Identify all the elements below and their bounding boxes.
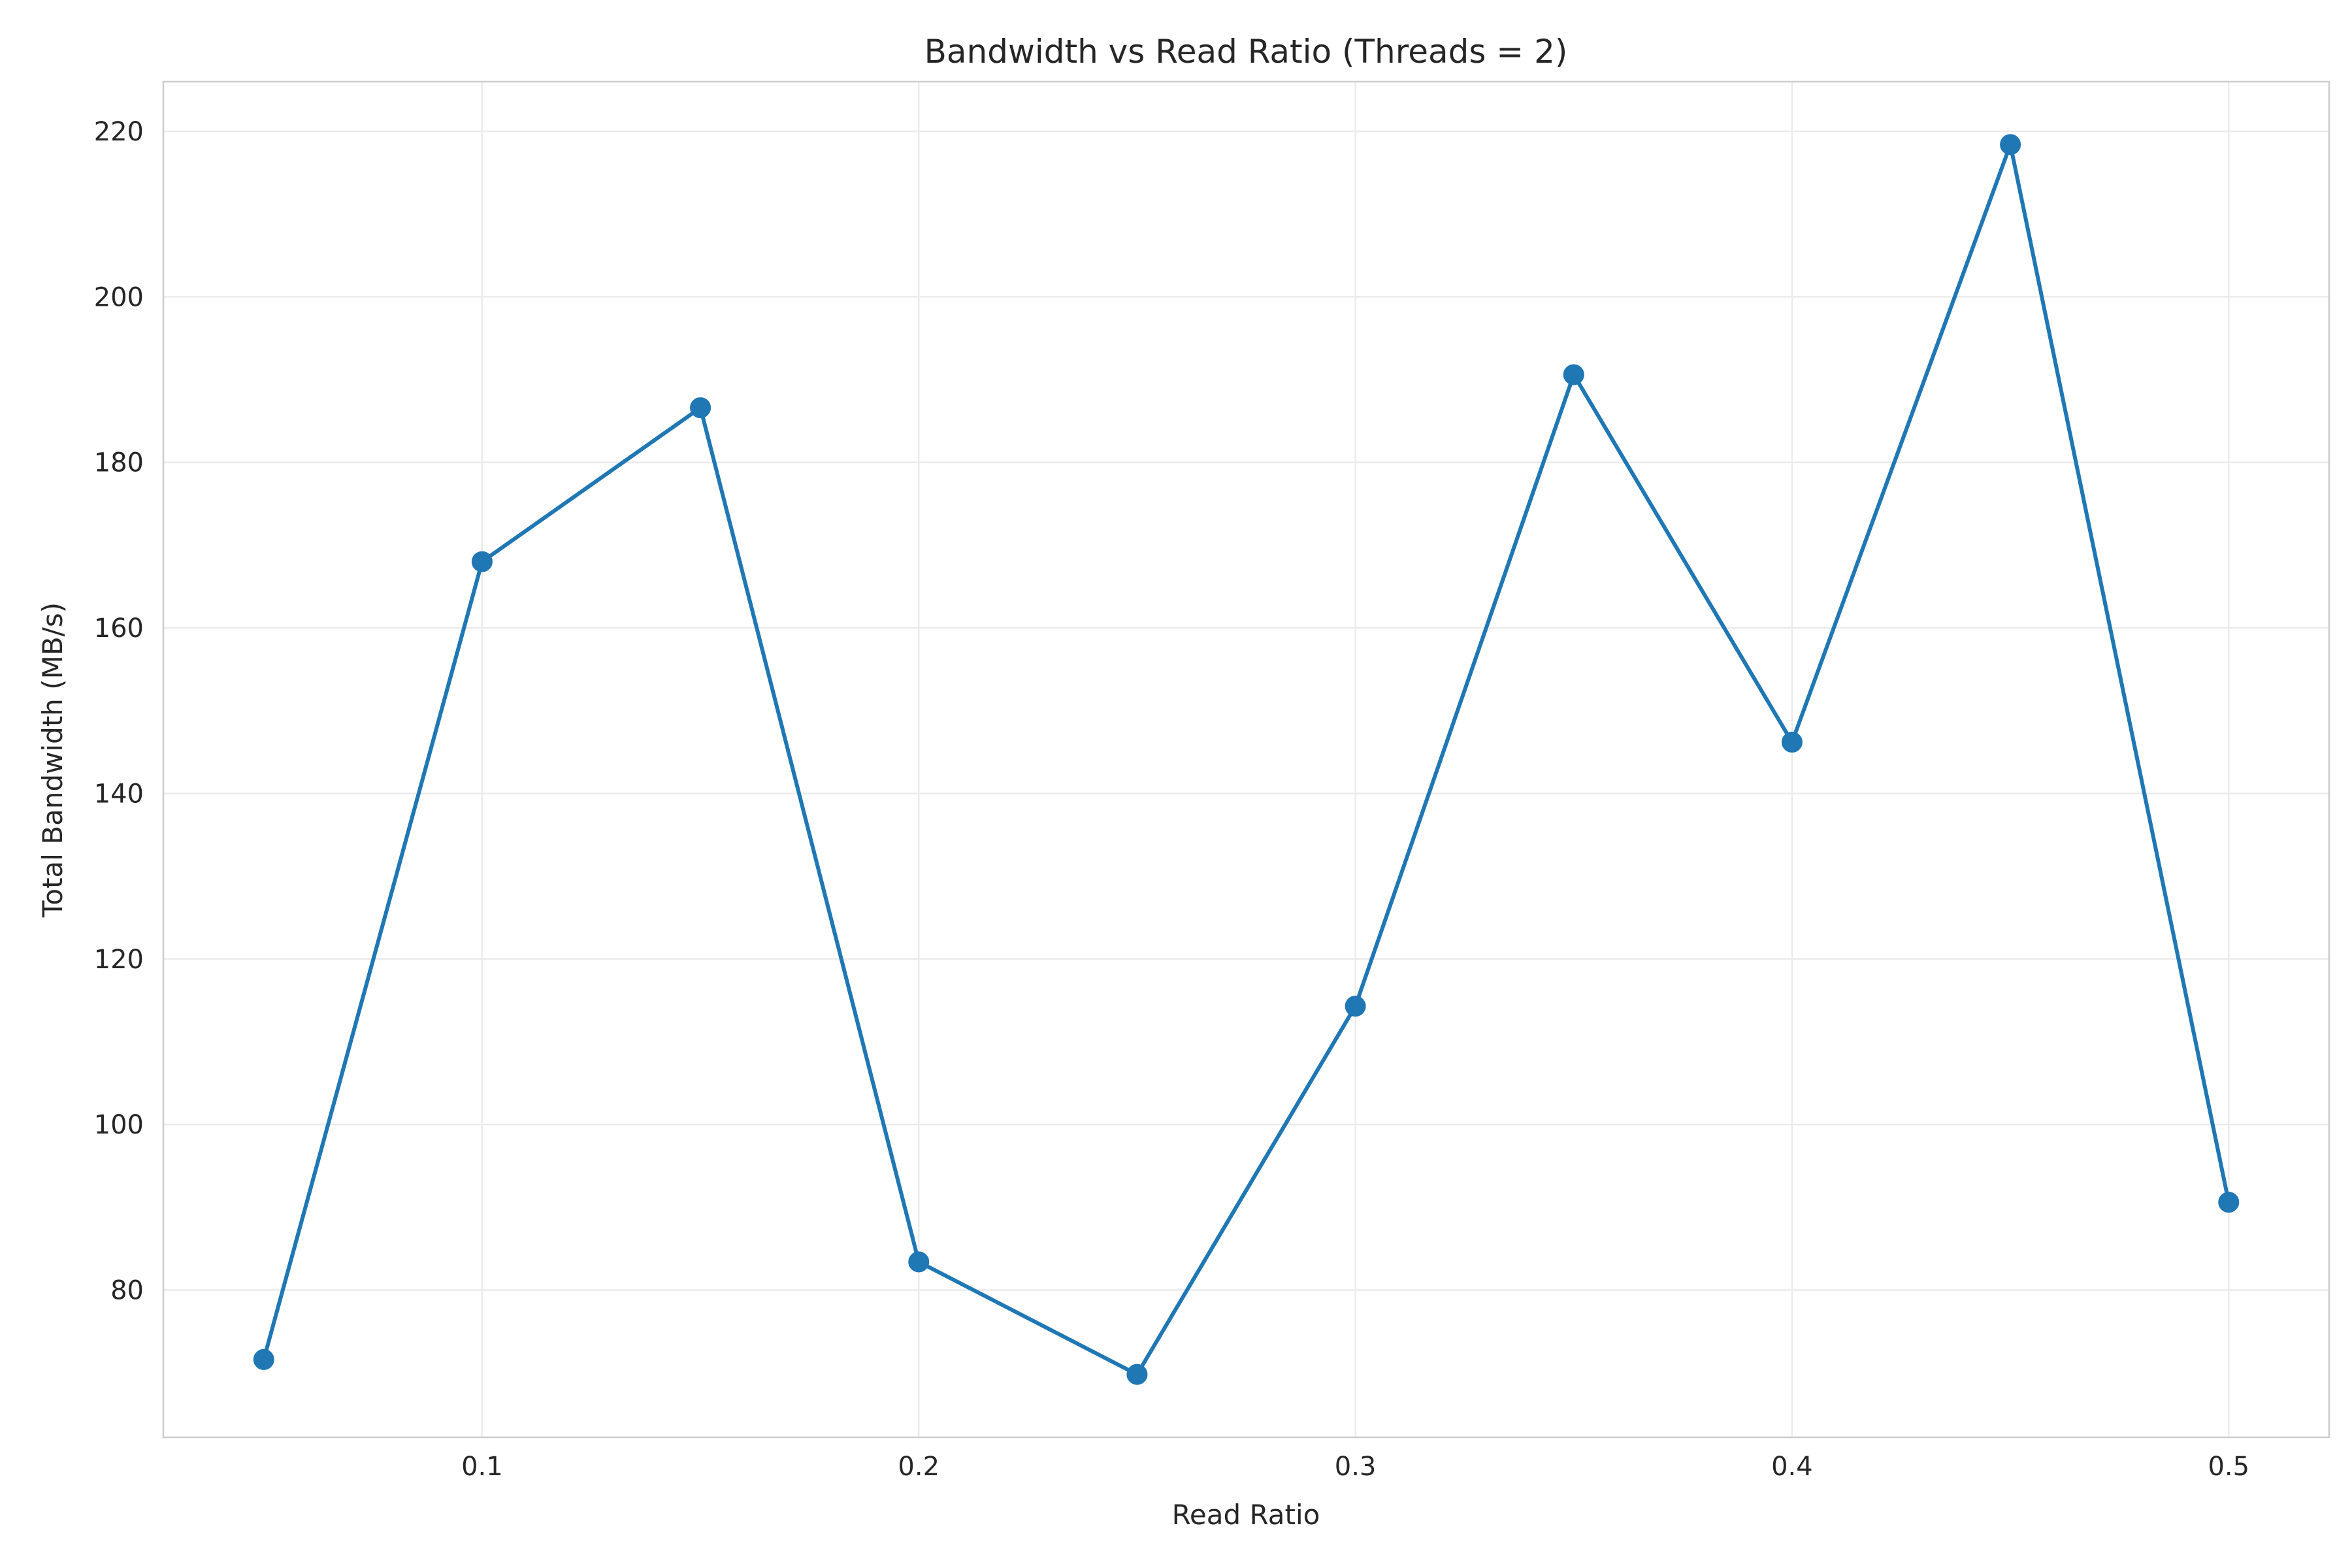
y-tick-label: 180: [94, 448, 144, 478]
y-tick-label: 120: [94, 945, 144, 975]
series-line: [261, 142, 2231, 1377]
series-layer: [253, 134, 2240, 1385]
data-point: [1563, 364, 1584, 385]
plot-frame: [162, 80, 2330, 1439]
x-axis-label: Read Ratio: [1172, 1499, 1320, 1531]
data-point: [471, 551, 493, 572]
data-point: [1126, 1364, 1148, 1385]
y-tick-label: 100: [94, 1110, 144, 1140]
data-point: [1345, 996, 1366, 1017]
data-point: [1781, 731, 1803, 753]
x-tick-label: 0.4: [1771, 1452, 1813, 1482]
data-point: [690, 397, 711, 419]
grid: [163, 82, 2329, 1437]
y-axis-ticks: 80 100 120 140 160 180 200 220: [94, 117, 144, 1306]
plot-area: [163, 82, 2329, 1437]
y-tick-label: 160: [94, 613, 144, 644]
y-tick-label: 220: [94, 117, 144, 147]
x-axis-ticks: 0.1 0.2 0.3 0.4 0.5: [461, 1452, 2249, 1482]
data-point: [2000, 134, 2021, 155]
y-tick-label: 200: [94, 282, 144, 312]
x-tick-label: 0.3: [1335, 1452, 1377, 1482]
x-tick-label: 0.5: [2208, 1452, 2249, 1482]
data-point: [2218, 1192, 2240, 1213]
y-tick-label: 140: [94, 779, 144, 809]
data-point: [908, 1251, 930, 1273]
data-point: [253, 1348, 274, 1370]
chart-title: Bandwidth vs Read Ratio (Threads = 2): [924, 33, 1568, 71]
x-tick-label: 0.1: [461, 1452, 503, 1482]
x-tick-label: 0.2: [898, 1452, 939, 1482]
y-axis-label: Total Bandwidth (MB/s): [37, 602, 69, 918]
y-tick-label: 80: [110, 1276, 144, 1306]
